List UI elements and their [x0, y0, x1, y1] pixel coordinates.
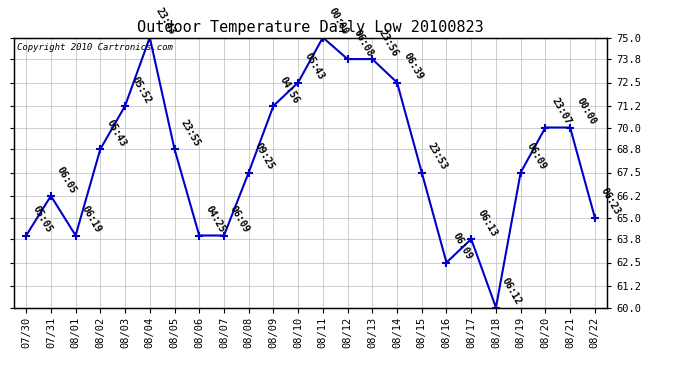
Text: 06:09: 06:09	[451, 231, 474, 262]
Text: 06:13: 06:13	[475, 208, 499, 238]
Text: 00:00: 00:00	[327, 6, 351, 37]
Text: Copyright 2010 Cartronics.com: Copyright 2010 Cartronics.com	[17, 43, 172, 52]
Text: 23:43: 23:43	[154, 6, 177, 37]
Text: 06:23: 06:23	[599, 186, 622, 217]
Text: 05:05: 05:05	[30, 204, 54, 235]
Text: 06:09: 06:09	[525, 141, 548, 172]
Text: 05:43: 05:43	[302, 51, 326, 82]
Text: 23:56: 23:56	[377, 28, 400, 58]
Text: 05:52: 05:52	[129, 75, 152, 105]
Text: 23:55: 23:55	[179, 118, 202, 148]
Text: 05:43: 05:43	[104, 118, 128, 148]
Title: Outdoor Temperature Daily Low 20100823: Outdoor Temperature Daily Low 20100823	[137, 20, 484, 35]
Text: 06:12: 06:12	[500, 276, 524, 307]
Text: 04:56: 04:56	[277, 75, 301, 105]
Text: 06:39: 06:39	[401, 51, 424, 82]
Text: 06:09: 06:09	[228, 204, 251, 235]
Text: 06:05: 06:05	[55, 165, 79, 195]
Text: 09:25: 09:25	[253, 141, 276, 172]
Text: 06:08: 06:08	[352, 28, 375, 58]
Text: 00:00: 00:00	[574, 96, 598, 127]
Text: 23:53: 23:53	[426, 141, 449, 172]
Text: 23:07: 23:07	[549, 96, 573, 127]
Text: 06:19: 06:19	[80, 204, 103, 235]
Text: 04:25: 04:25	[204, 204, 227, 235]
